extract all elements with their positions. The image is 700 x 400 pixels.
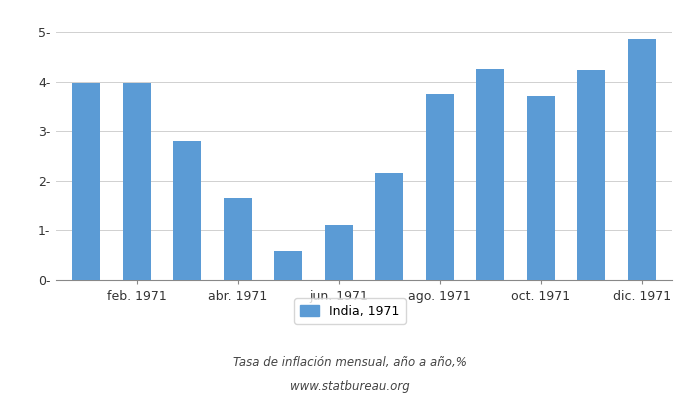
Bar [174, 141, 201, 280]
Bar [426, 94, 454, 280]
Bar [375, 173, 403, 280]
Bar [476, 69, 504, 280]
Bar [123, 82, 150, 280]
Text: Tasa de inflación mensual, año a año,%: Tasa de inflación mensual, año a año,% [233, 356, 467, 369]
Bar [224, 198, 252, 280]
Bar [527, 96, 554, 280]
Bar [325, 226, 353, 280]
Bar [72, 82, 100, 280]
Bar [628, 40, 656, 280]
Bar [274, 251, 302, 280]
Legend: India, 1971: India, 1971 [294, 298, 406, 324]
Text: www.statbureau.org: www.statbureau.org [290, 380, 410, 393]
Bar [578, 70, 605, 280]
